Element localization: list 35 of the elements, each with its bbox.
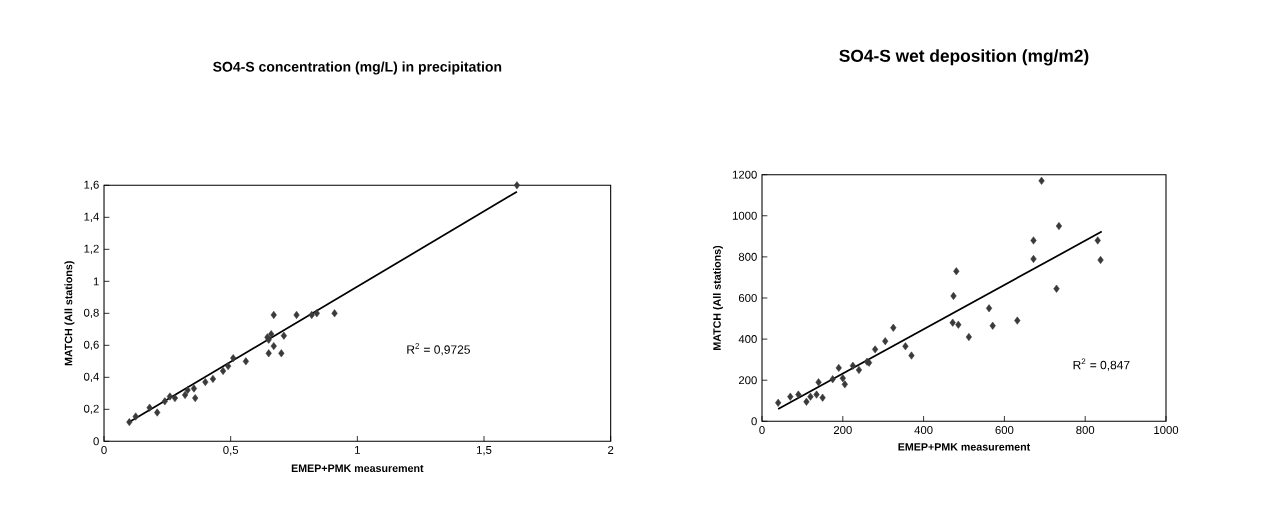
y-axis-title: MATCH (All stations) bbox=[712, 245, 723, 350]
y-tick-label: 0,8 bbox=[83, 308, 99, 318]
y-tick-label: 0,2 bbox=[83, 404, 99, 414]
y-tick-label: 1000 bbox=[732, 211, 757, 220]
annotation: R$^{2}$ = 0,9725 bbox=[407, 343, 470, 356]
x-tick-label: 2 bbox=[608, 446, 614, 454]
y-tick-label: 0 bbox=[751, 417, 757, 426]
x-tick-label: 400 bbox=[914, 426, 933, 435]
y-tick-label: 0,4 bbox=[83, 372, 99, 382]
x-tick-label: 1,5 bbox=[476, 446, 492, 456]
x-tick-label: 0 bbox=[759, 426, 765, 435]
x-axis-title: EMEP+PMK measurement bbox=[898, 443, 1031, 451]
x-tick-label: 0,5 bbox=[223, 446, 239, 456]
x-tick-label: 600 bbox=[995, 426, 1014, 435]
x-axis-title: EMEP+PMK measurement bbox=[291, 464, 424, 472]
y-tick-label: 1 bbox=[93, 277, 99, 286]
y-tick-label: 1,6 bbox=[84, 180, 99, 190]
y-tick-label: 0 bbox=[93, 437, 99, 446]
x-tick-label: 800 bbox=[1076, 426, 1095, 435]
y-tick-label: 1200 bbox=[732, 170, 757, 179]
y-tick-label: 1,4 bbox=[84, 212, 99, 222]
y-axis-title: MATCH (All stations) bbox=[64, 261, 75, 366]
y-tick-label: 400 bbox=[738, 335, 757, 344]
chart-title: SO4-S concentration (mg/L) in precipitation bbox=[213, 61, 502, 75]
x-tick-label: 0 bbox=[101, 446, 107, 455]
x-tick-label: 1000 bbox=[1154, 426, 1179, 435]
chart-title: SO4-S wet deposition (mg/m2) bbox=[839, 49, 1089, 66]
x-tick-label: 200 bbox=[833, 426, 852, 435]
y-tick-label: 0,6 bbox=[83, 340, 99, 350]
y-tick-label: 800 bbox=[738, 252, 757, 261]
annotation: R$^{2}$ = 0,847 bbox=[1073, 358, 1130, 371]
y-tick-label: 600 bbox=[738, 293, 757, 302]
y-tick-label: 200 bbox=[738, 376, 757, 385]
y-tick-label: 1,2 bbox=[84, 244, 99, 254]
x-tick-label: 1 bbox=[355, 446, 360, 454]
